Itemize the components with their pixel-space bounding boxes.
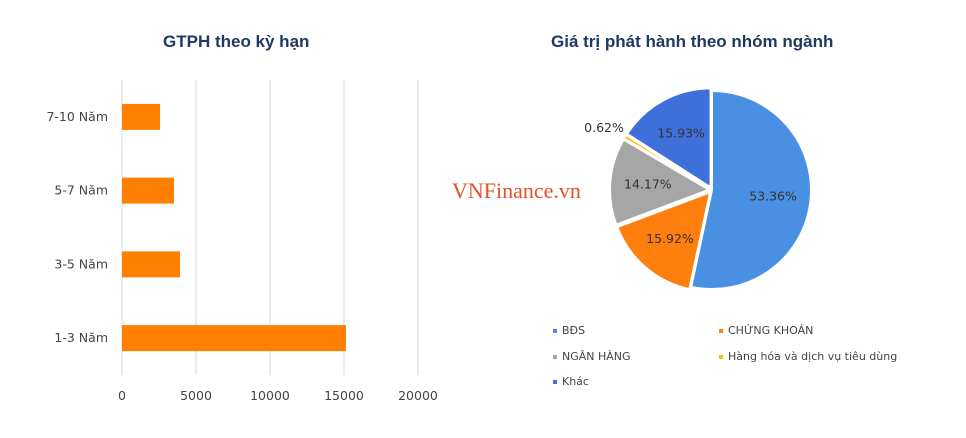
pie-slice xyxy=(690,89,812,290)
legend-label: CHỨNG KHOÁN xyxy=(728,324,814,337)
legend-swatch xyxy=(719,354,723,359)
pie-data-label: 15.93% xyxy=(657,126,705,141)
legend-label: NGÂN HÀNG xyxy=(562,350,631,363)
bar-chart-title: GTPH theo kỳ hạn xyxy=(163,32,310,51)
legend-label: Hàng hóa và dịch vụ tiêu dùng xyxy=(728,350,898,363)
x-tick-label: 0 xyxy=(118,388,126,403)
bar xyxy=(122,325,346,352)
legend-swatch xyxy=(553,328,557,333)
x-tick-label: 5000 xyxy=(180,388,212,403)
pie-slice xyxy=(616,190,712,291)
pie-data-label: 0.62% xyxy=(584,120,624,135)
pie-slice xyxy=(609,138,712,226)
legend-item: CHỨNG KHOÁN xyxy=(719,324,813,337)
pie-data-label: 14.17% xyxy=(624,176,672,191)
legend-swatch xyxy=(553,379,557,384)
legend-swatch xyxy=(553,354,557,359)
legend-label: Khác xyxy=(562,375,589,388)
bar xyxy=(122,177,174,204)
watermark: VNFinance.vn xyxy=(452,178,581,203)
pie-data-label: 53.36% xyxy=(749,188,797,203)
y-tick-label: 3-5 Năm xyxy=(54,256,108,271)
legend-item: NGÂN HÀNG xyxy=(553,350,631,363)
legend-swatch xyxy=(719,328,723,333)
y-tick-label: 1-3 Năm xyxy=(54,330,108,345)
y-tick-label: 7-10 Năm xyxy=(46,109,108,124)
y-tick-label: 5-7 Năm xyxy=(54,183,108,198)
legend-item: Khác xyxy=(553,375,589,388)
pie-chart-title: Giá trị phát hành theo nhóm ngành xyxy=(551,32,834,51)
legend-item: BĐS xyxy=(553,324,585,337)
pie-data-label: 15.92% xyxy=(646,231,694,246)
legend-label: BĐS xyxy=(562,324,586,337)
x-tick-label: 20000 xyxy=(398,388,438,403)
x-tick-label: 15000 xyxy=(324,388,364,403)
x-tick-label: 10000 xyxy=(250,388,290,403)
pie-slice xyxy=(625,87,712,190)
bar xyxy=(122,251,181,278)
bar xyxy=(122,103,161,130)
legend-item: Hàng hóa và dịch vụ tiêu dùng xyxy=(719,350,897,363)
pie-slice xyxy=(622,133,710,190)
